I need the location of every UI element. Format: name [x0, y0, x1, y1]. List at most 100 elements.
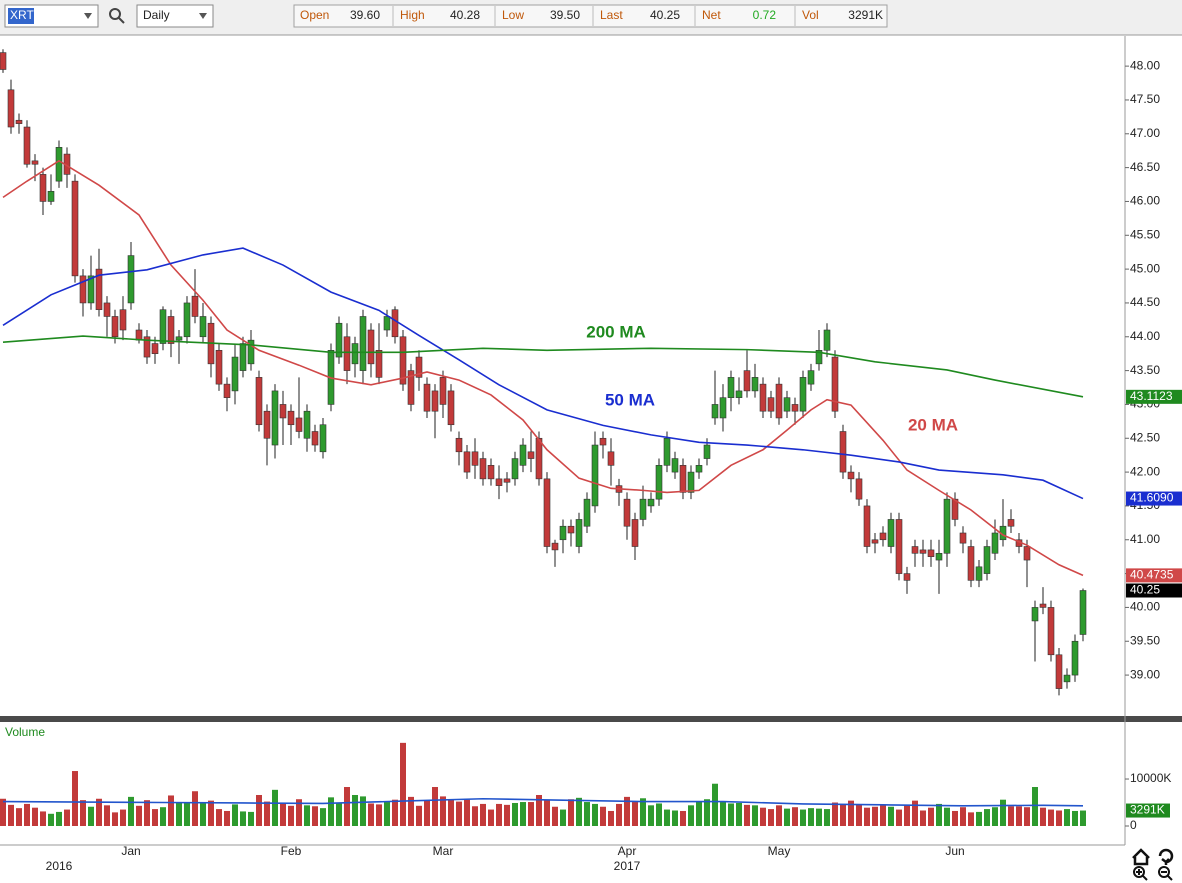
candle-body: [911, 546, 919, 554]
volume-bar: [88, 806, 94, 826]
volume-bar: [664, 809, 670, 826]
quote-label: High: [400, 8, 425, 22]
volume-bar: [16, 808, 22, 826]
volume-bar: [344, 787, 350, 826]
volume-bar: [1008, 806, 1014, 826]
candle-body: [639, 498, 647, 520]
volume-bar: [240, 811, 246, 826]
candle-body: [815, 350, 823, 365]
volume-bar: [384, 802, 390, 826]
candle-body: [15, 119, 23, 124]
candle-body: [983, 546, 991, 574]
volume-bar: [296, 799, 302, 826]
candle-body: [807, 370, 815, 385]
candle-body: [727, 377, 735, 398]
candle-body: [903, 573, 911, 581]
volume-bar: [960, 807, 966, 826]
quote-value: 0.72: [753, 8, 777, 22]
candle-body: [1047, 607, 1055, 656]
volume-bar: [1000, 799, 1006, 826]
quote-value: 39.50: [550, 8, 580, 22]
volume-bar: [736, 802, 742, 826]
volume-bar: [640, 798, 646, 826]
y-tick-label: 43.50: [1130, 363, 1160, 377]
candle-body: [927, 549, 935, 557]
volume-bar: [760, 807, 766, 826]
candle-body: [783, 397, 791, 412]
volume-bar: [368, 803, 374, 826]
zoom-out-icon[interactable]: [1158, 866, 1170, 878]
y-tick-label: 42.00: [1130, 464, 1160, 478]
candle-body: [1063, 674, 1071, 683]
y-tick-label: 0: [1130, 818, 1137, 832]
ma-value-box: [1126, 491, 1182, 506]
home-icon[interactable]: [1132, 848, 1150, 866]
volume-bar: [40, 811, 46, 826]
undo-icon[interactable]: [1158, 848, 1174, 865]
volume-bar: [952, 810, 958, 826]
candle-body: [439, 377, 447, 405]
volume-bar: [456, 801, 462, 826]
ma-value-box: [1126, 389, 1182, 404]
volume-bar: [584, 802, 590, 826]
x-tick-label: Jun: [945, 844, 964, 858]
volume-bar: [1016, 806, 1022, 826]
candle-body: [687, 471, 695, 493]
volume-bar: [904, 805, 910, 826]
candle-body: [847, 471, 855, 480]
candle-body: [1039, 603, 1047, 608]
ma-value-label: 41.6090: [1130, 491, 1174, 505]
y-tick-label: 44.50: [1130, 295, 1160, 309]
symbol-dropdown[interactable]: [84, 13, 92, 19]
volume-bar: [832, 802, 838, 826]
volume-bar: [600, 806, 606, 826]
candle-body: [23, 126, 31, 165]
candle-body: [175, 336, 183, 341]
volume-bar: [536, 794, 542, 826]
quote-label: Vol: [802, 8, 819, 22]
volume-bar: [656, 803, 662, 826]
search-icon[interactable]: [109, 8, 121, 20]
volume-bar: [264, 801, 270, 826]
interval-box[interactable]: [136, 4, 214, 28]
volume-bar: [312, 806, 318, 826]
volume-bar: [592, 803, 598, 826]
quote-value: 3291K: [848, 8, 883, 22]
candle-body: [703, 444, 711, 459]
zoom-in-icon[interactable]: [1133, 866, 1145, 878]
volume-bar: [32, 807, 38, 826]
candle-body: [79, 275, 87, 304]
candle-body: [55, 147, 63, 182]
volume-value-label: 3291K: [1130, 803, 1165, 817]
volume-bar: [208, 800, 214, 826]
candle-body: [263, 410, 271, 439]
moving-average-line: [2, 159, 1084, 577]
volume-bar: [464, 799, 470, 826]
volume-bar: [992, 807, 998, 826]
candle-body: [311, 431, 319, 446]
volume-bar: [256, 794, 262, 826]
candle-body: [255, 377, 263, 426]
y-tick-label: 46.50: [1130, 160, 1160, 174]
x-tick-label: May: [768, 844, 791, 858]
interval-dropdown[interactable]: [199, 13, 207, 19]
candle-body: [407, 370, 415, 405]
candle-body: [159, 309, 167, 344]
volume-bar: [624, 796, 630, 826]
volume-bar: [440, 796, 446, 826]
candle-body: [95, 268, 103, 311]
y-tick-label: 47.00: [1130, 126, 1160, 140]
volume-bar: [936, 803, 942, 826]
candle-body: [1071, 640, 1079, 676]
volume-bar: [1064, 809, 1070, 826]
candle-body: [103, 302, 111, 317]
volume-bar: [696, 801, 702, 826]
volume-bar: [488, 809, 494, 826]
candle-body: [799, 377, 807, 412]
volume-bar: [880, 804, 886, 826]
candle-body: [183, 302, 191, 338]
x-tick-label: Feb: [281, 844, 302, 858]
volume-bar: [216, 809, 222, 826]
quote-box: [293, 4, 888, 28]
candle-body: [839, 431, 847, 473]
